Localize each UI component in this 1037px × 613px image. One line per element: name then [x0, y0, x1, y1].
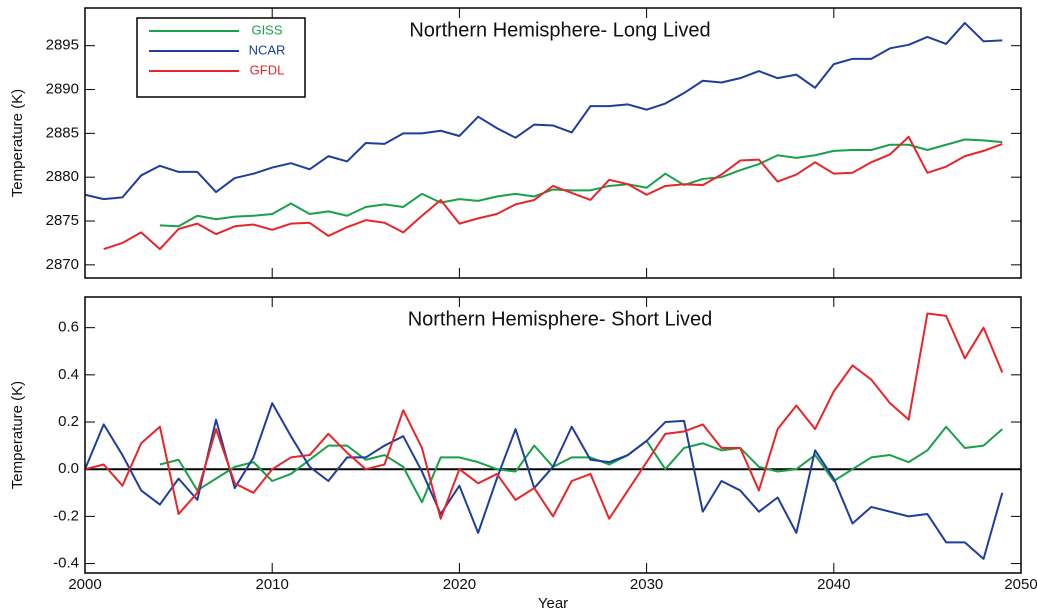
chart-title: Northern Hemisphere- Long Lived [409, 19, 710, 41]
y-axis-label: Temperature (K) [9, 89, 26, 197]
plot-frame [84, 7, 1022, 279]
y-tick-label: 0.4 [58, 366, 79, 383]
legend-label: NCAR [249, 42, 286, 57]
y-axis-label: Temperature (K) [9, 381, 26, 489]
y-tick-label: 2880 [46, 168, 79, 185]
y-tick-label: 2870 [46, 256, 79, 273]
y-tick-label: 2875 [46, 212, 79, 229]
x-axis-label: Year [538, 595, 568, 612]
series-line [159, 425, 1003, 504]
x-tick-label: 2020 [443, 576, 476, 593]
x-tick-label: 2050 [1004, 576, 1037, 593]
y-tick-label: 0.2 [58, 413, 79, 430]
chart-title: Northern Hemisphere- Short Lived [408, 308, 713, 330]
legend-label: GISS [251, 22, 282, 37]
legend-label: GFDL [250, 62, 285, 77]
series-line [103, 135, 1003, 251]
x-tick-label: 2030 [630, 576, 663, 593]
y-tick-label: -0.2 [53, 507, 79, 524]
x-tick-label: 2000 [68, 576, 101, 593]
series-line [84, 402, 1004, 560]
x-tick-label: 2040 [817, 576, 850, 593]
plot-frame [84, 296, 1022, 574]
y-tick-label: -0.4 [53, 555, 79, 572]
series-line [84, 21, 1003, 201]
series-line [159, 138, 1003, 228]
y-tick-label: 0.6 [58, 319, 79, 336]
y-tick-label: 2890 [46, 80, 79, 97]
y-tick-label: 2895 [46, 37, 79, 54]
y-tick-label: 2885 [46, 124, 79, 141]
y-tick-label: 0.0 [58, 460, 79, 477]
x-tick-label: 2010 [256, 576, 289, 593]
series-line [84, 312, 1004, 520]
